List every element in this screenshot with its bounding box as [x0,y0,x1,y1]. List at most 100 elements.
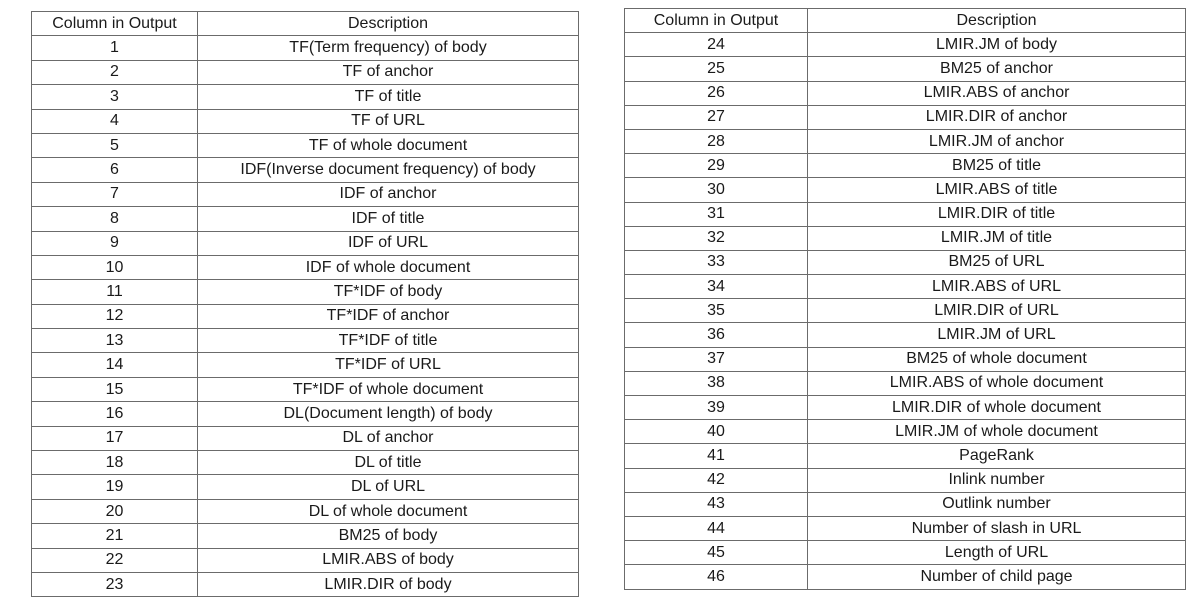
table-row: 12 TF*IDF of anchor [31,303,579,330]
column-number-cell: 37 [624,346,808,372]
description-cell: TF of whole document [197,132,579,159]
description-cell: BM25 of title [807,153,1186,179]
table-row: 2 TF of anchor [31,59,579,86]
column-number-cell: 43 [624,491,808,517]
description-cell: IDF of whole document [197,254,579,281]
description-cell: IDF(Inverse document frequency) of body [197,157,579,183]
table-row: 8 IDF of title [31,206,579,232]
table-row: 43 Outlink number [624,491,1186,517]
description-cell: DL(Document length) of body [197,401,579,427]
description-cell: TF(Term frequency) of body [197,35,579,61]
column-number-cell: 45 [624,540,808,566]
description-cell: TF*IDF of whole document [197,376,579,403]
table-row: 20 DL of whole document [31,498,579,525]
column-number-cell: 35 [624,298,808,324]
column-number-cell: 33 [624,249,808,276]
column-number-cell: 9 [31,230,198,256]
description-cell: BM25 of whole document [807,346,1186,372]
description-cell: DL of whole document [197,498,579,525]
column-number-cell: 6 [31,157,198,183]
column-number-cell: 25 [624,56,808,82]
column-number-cell: 40 [624,419,808,445]
column-number-cell: 32 [624,225,808,251]
column-number-cell: 15 [31,376,198,403]
table-row: 23 LMIR.DIR of body [31,571,579,598]
table-body-right: 24 LMIR.JM of body 25 BM25 of anchor 26 LMIR.… [624,32,1186,590]
table-row: 3 TF of title [31,84,579,110]
column-number-cell: 38 [624,370,808,397]
description-cell: DL of anchor [197,425,579,452]
description-cell: BM25 of URL [807,249,1186,276]
column-number-cell: 20 [31,498,198,525]
table-row: 15 TF*IDF of whole document [31,376,579,403]
table-row: 30 LMIR.ABS of title [624,177,1186,203]
table-row: 19 DL of URL [31,474,579,500]
column-header-output: Column in Output [624,7,808,34]
column-number-cell: 23 [31,571,198,598]
column-number-cell: 22 [31,547,198,573]
column-number-cell: 10 [31,254,198,281]
column-number-cell: 26 [624,80,808,106]
table-body-left: 1 TF(Term frequency) of body 2 TF of anchor… [31,35,579,598]
table-row: 46 Number of child page [624,564,1186,590]
table-row: 16 DL(Document length) of body [31,401,579,427]
column-number-cell: 7 [31,181,198,208]
table-row: 31 LMIR.DIR of title [624,201,1186,227]
description-cell: LMIR.DIR of anchor [807,104,1186,130]
table-row: 18 DL of title [31,450,579,476]
table-row: 24 LMIR.JM of body [624,32,1186,58]
column-number-cell: 28 [624,128,808,155]
table-row: 37 BM25 of whole document [624,346,1186,372]
table-row: 25 BM25 of anchor [624,56,1186,82]
table-row: 34 LMIR.ABS of URL [624,274,1186,300]
column-number-cell: 41 [624,443,808,469]
column-number-cell: 17 [31,425,198,452]
description-cell: LMIR.DIR of title [807,201,1186,227]
table-row: 40 LMIR.JM of whole document [624,419,1186,445]
table-row: 17 DL of anchor [31,425,579,452]
description-cell: BM25 of body [197,523,579,549]
table-header-row: Column in Output Description [624,7,1186,34]
table-row: 38 LMIR.ABS of whole document [624,370,1186,397]
table-row: 35 LMIR.DIR of URL [624,298,1186,324]
table-row: 26 LMIR.ABS of anchor [624,80,1186,106]
column-header-description: Description [807,7,1186,34]
description-cell: IDF of URL [197,230,579,256]
column-number-cell: 5 [31,132,198,159]
column-number-cell: 8 [31,206,198,232]
description-cell: LMIR.DIR of URL [807,298,1186,324]
description-cell: LMIR.JM of title [807,225,1186,251]
description-cell: LMIR.DIR of whole document [807,394,1186,421]
description-cell: LMIR.ABS of title [807,177,1186,203]
column-number-cell: 14 [31,352,198,378]
description-cell: IDF of title [197,206,579,232]
table-row: 44 Number of slash in URL [624,515,1186,542]
description-cell: DL of URL [197,474,579,500]
table-row: 39 LMIR.DIR of whole document [624,394,1186,421]
description-cell: LMIR.JM of URL [807,322,1186,348]
table-row: 45 Length of URL [624,540,1186,566]
table-row: 6 IDF(Inverse document frequency) of body [31,157,579,183]
table-row: 4 TF of URL [31,108,579,134]
table-row: 28 LMIR.JM of anchor [624,128,1186,155]
column-header-output: Column in Output [31,10,198,37]
description-cell: TF of title [197,84,579,110]
description-cell: LMIR.ABS of URL [807,274,1186,300]
description-cell: Number of slash in URL [807,515,1186,542]
table-row: 5 TF of whole document [31,132,579,159]
table-row: 22 LMIR.ABS of body [31,547,579,573]
table-row: 33 BM25 of URL [624,249,1186,276]
column-number-cell: 18 [31,450,198,476]
table-row: 36 LMIR.JM of URL [624,322,1186,348]
description-cell: DL of title [197,450,579,476]
table-row: 21 BM25 of body [31,523,579,549]
column-number-cell: 39 [624,394,808,421]
feature-table-left: Column in Output Description 1 TF(Term fr… [31,10,579,598]
description-cell: PageRank [807,443,1186,469]
column-number-cell: 3 [31,84,198,110]
description-cell: TF of URL [197,108,579,134]
description-cell: LMIR.ABS of whole document [807,370,1186,397]
column-number-cell: 30 [624,177,808,203]
description-cell: TF of anchor [197,59,579,86]
table-row: 14 TF*IDF of URL [31,352,579,378]
